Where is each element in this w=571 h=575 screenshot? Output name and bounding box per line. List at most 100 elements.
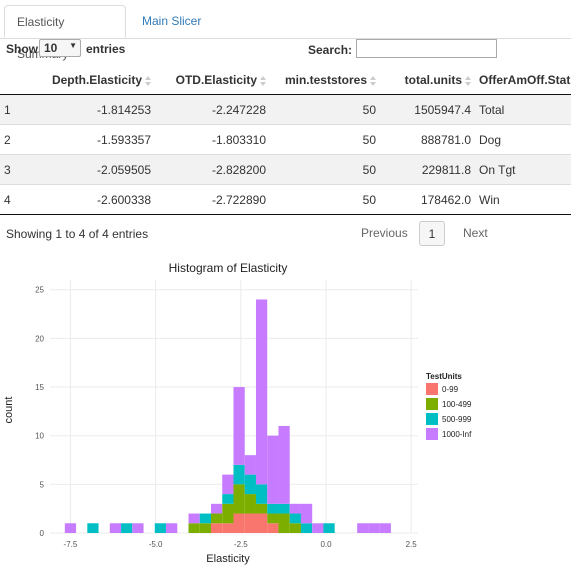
legend: TestUnits 0-99 100-499 500-999 1000-Inf xyxy=(426,372,472,440)
histogram-bar-500-999 xyxy=(323,523,335,533)
x-axis-label: Elasticity xyxy=(206,553,250,565)
histogram-bars xyxy=(64,299,391,533)
sort-icon xyxy=(370,75,376,86)
tab-bar: Elasticity Summary Main Slicer xyxy=(0,0,571,61)
x-tick-label: 2.5 xyxy=(406,540,418,549)
cell-total-units: 229811.8 xyxy=(380,154,475,185)
histogram-bar-500-999 xyxy=(244,474,256,495)
histogram-bar-100-499 xyxy=(255,503,268,514)
cell-total-units: 178462.0 xyxy=(380,184,475,215)
legend-swatch xyxy=(426,398,438,410)
histogram-bar-1000-Inf xyxy=(255,299,268,485)
column-header-offer-status[interactable]: OfferAmOff.Status xyxy=(475,66,571,95)
cell-offer-status: On Tgt xyxy=(475,154,571,185)
histogram-bar-500-999 xyxy=(289,513,301,524)
table-row: 2 -1.593357 -1.803310 50 888781.0 Dog xyxy=(0,124,571,155)
sort-icon xyxy=(465,75,471,86)
histogram-bar-1000-Inf xyxy=(300,503,313,524)
histogram-bar-100-499 xyxy=(267,513,279,524)
summary-table: Depth.Elasticity OTD.Elasticity min.test… xyxy=(0,66,571,215)
histogram-bar-100-499 xyxy=(244,494,256,514)
chevron-down-icon: ▼ xyxy=(69,41,77,50)
previous-page-button[interactable]: Previous xyxy=(361,226,408,240)
cell-offer-status: Dog xyxy=(475,124,571,155)
histogram-bar-100-499 xyxy=(233,484,245,514)
histogram-bar-1000-Inf xyxy=(244,455,256,475)
cell-min-teststores: 50 xyxy=(270,184,380,215)
column-header-index[interactable] xyxy=(0,66,40,95)
cell-index: 4 xyxy=(0,184,40,215)
histogram-bar-1000-Inf xyxy=(64,523,77,533)
y-axis-ticks: 0 5 10 15 20 25 xyxy=(35,286,44,538)
histogram-bar-100-499 xyxy=(199,523,211,533)
x-tick-label: 0.0 xyxy=(320,540,332,549)
cell-depth-elasticity: -1.814253 xyxy=(40,94,155,125)
legend-label: 1000-Inf xyxy=(442,430,472,439)
cell-otd-elasticity: -2.828200 xyxy=(155,154,270,185)
legend-swatch xyxy=(426,413,438,425)
cell-min-teststores: 50 xyxy=(270,154,380,185)
cell-index: 3 xyxy=(0,154,40,185)
histogram-bar-500-999 xyxy=(278,503,290,514)
cell-offer-status: Win xyxy=(475,184,571,215)
cell-index: 2 xyxy=(0,124,40,155)
cell-otd-elasticity: -1.803310 xyxy=(155,124,270,155)
tab-main-slicer[interactable]: Main Slicer xyxy=(142,14,202,28)
histogram-bar-500-999 xyxy=(199,513,211,524)
entries-length-select[interactable]: 10 ▼ xyxy=(39,39,81,57)
current-page-button[interactable]: 1 xyxy=(419,221,445,246)
column-header-total-units[interactable]: total.units xyxy=(380,66,475,95)
histogram-bar-500-999 xyxy=(267,503,279,514)
sort-icon xyxy=(145,75,151,86)
cell-min-teststores: 50 xyxy=(270,94,380,125)
histogram-bar-0-99 xyxy=(255,513,268,533)
legend-label: 500-999 xyxy=(442,415,472,424)
histogram-bar-1000-Inf xyxy=(278,425,290,504)
histogram-bar-1000-Inf xyxy=(222,474,234,495)
column-header-min-teststores[interactable]: min.teststores xyxy=(270,66,380,95)
histogram-bar-0-99 xyxy=(267,523,279,533)
cell-offer-status: Total xyxy=(475,94,571,125)
cell-total-units: 888781.0 xyxy=(380,124,475,155)
histogram-bar-1000-Inf xyxy=(289,503,301,514)
legend-swatch xyxy=(426,383,438,395)
histogram-bar-1000-Inf xyxy=(211,503,223,514)
column-header-otd-elasticity[interactable]: OTD.Elasticity xyxy=(155,66,270,95)
cell-total-units: 1505947.4 xyxy=(380,94,475,125)
cell-depth-elasticity: -1.593357 xyxy=(40,124,155,155)
y-tick-label: 0 xyxy=(40,529,45,538)
y-tick-label: 5 xyxy=(40,480,45,489)
cell-otd-elasticity: -2.722890 xyxy=(155,184,270,215)
x-tick-label: -2.5 xyxy=(234,540,248,549)
y-axis-label: count xyxy=(3,397,15,424)
legend-label: 100-499 xyxy=(442,400,472,409)
search-input[interactable] xyxy=(356,39,497,58)
histogram-bar-100-499 xyxy=(289,523,301,533)
table-row: 4 -2.600338 -2.722890 50 178462.0 Win xyxy=(0,184,571,215)
x-tick-label: -7.5 xyxy=(64,540,78,549)
tab-elasticity-summary[interactable]: Elasticity Summary xyxy=(4,5,126,61)
y-tick-label: 10 xyxy=(35,432,44,441)
x-axis-ticks: -7.5 -5.0 -2.5 0.0 2.5 xyxy=(64,540,418,549)
histogram-bar-1000-Inf xyxy=(166,523,178,533)
next-page-button[interactable]: Next xyxy=(463,226,488,240)
histogram-bar-0-99 xyxy=(233,513,245,533)
histogram-bar-500-999 xyxy=(300,523,313,533)
show-label: Show xyxy=(6,42,38,56)
histogram-bar-1000-Inf xyxy=(188,513,200,524)
histogram-bar-500-999 xyxy=(222,494,234,504)
entries-length-value: 10 xyxy=(44,41,58,55)
table-header-row: Depth.Elasticity OTD.Elasticity min.test… xyxy=(0,66,571,95)
histogram-bar-1000-Inf xyxy=(233,387,245,465)
histogram-bar-1000-Inf xyxy=(267,435,279,504)
histogram-bar-1000-Inf xyxy=(312,523,324,533)
histogram-bar-0-99 xyxy=(222,523,234,533)
chart-title: Histogram of Elasticity xyxy=(169,261,288,275)
histogram-bar-500-999 xyxy=(87,523,99,533)
column-header-depth-elasticity[interactable]: Depth.Elasticity xyxy=(40,66,155,95)
histogram-bar-1000-Inf xyxy=(368,523,380,533)
legend-title: TestUnits xyxy=(426,372,462,381)
cell-depth-elasticity: -2.600338 xyxy=(40,184,155,215)
legend-label: 0-99 xyxy=(442,385,459,394)
histogram-bar-1000-Inf xyxy=(357,523,369,533)
